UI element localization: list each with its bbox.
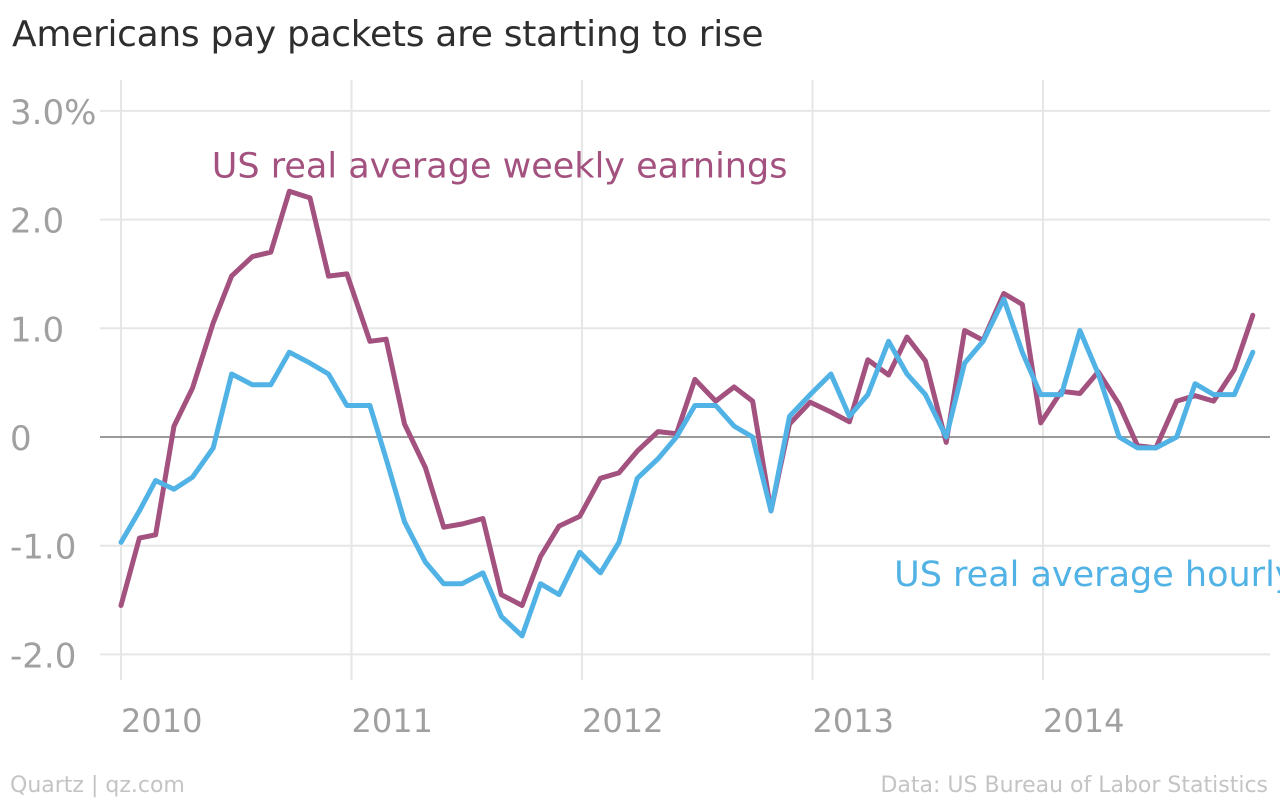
- horizontal-gridlines: [100, 109, 1270, 656]
- series-line: [118, 296, 1256, 639]
- x-axis-tick-labels: 2010 2011 2012 2013 2014: [121, 702, 1124, 740]
- x-tick-label: 2013: [813, 702, 894, 740]
- y-tick-label: -2.0: [10, 636, 76, 676]
- vertical-gridlines: [120, 80, 1044, 680]
- y-tick-label: 3.0%: [10, 93, 96, 133]
- data-source: Data: US Bureau of Labor Statistics: [880, 773, 1268, 798]
- x-tick-label: 2012: [582, 702, 663, 740]
- y-tick-label: 0: [10, 419, 32, 459]
- credit-line: Quartz | qz.com: [10, 773, 185, 798]
- series-weekly: [118, 188, 1256, 608]
- series-labels: US real average weekly earnings US real a…: [212, 146, 1280, 595]
- hourly-series-label: US real average hourly earnings: [894, 555, 1280, 595]
- series-layer: [118, 188, 1256, 639]
- y-tick-label: 2.0: [10, 202, 64, 242]
- chart-title: Americans pay packets are starting to ri…: [12, 14, 764, 55]
- weekly-series-label: US real average weekly earnings: [212, 146, 788, 186]
- x-tick-label: 2010: [121, 702, 202, 740]
- y-tick-label: 1.0: [10, 310, 64, 350]
- y-tick-label: -1.0: [10, 528, 76, 568]
- series-line: [118, 188, 1256, 608]
- y-axis-tick-labels: 3.0% 2.0 1.0 0 -1.0 -2.0: [10, 93, 96, 677]
- x-tick-label: 2014: [1043, 702, 1124, 740]
- x-tick-label: 2011: [352, 702, 433, 740]
- series-hourly: [118, 296, 1256, 639]
- line-chart: 3.0% 2.0 1.0 0 -1.0 -2.0 2010 2011 2012 2013 2014…: [10, 80, 1280, 740]
